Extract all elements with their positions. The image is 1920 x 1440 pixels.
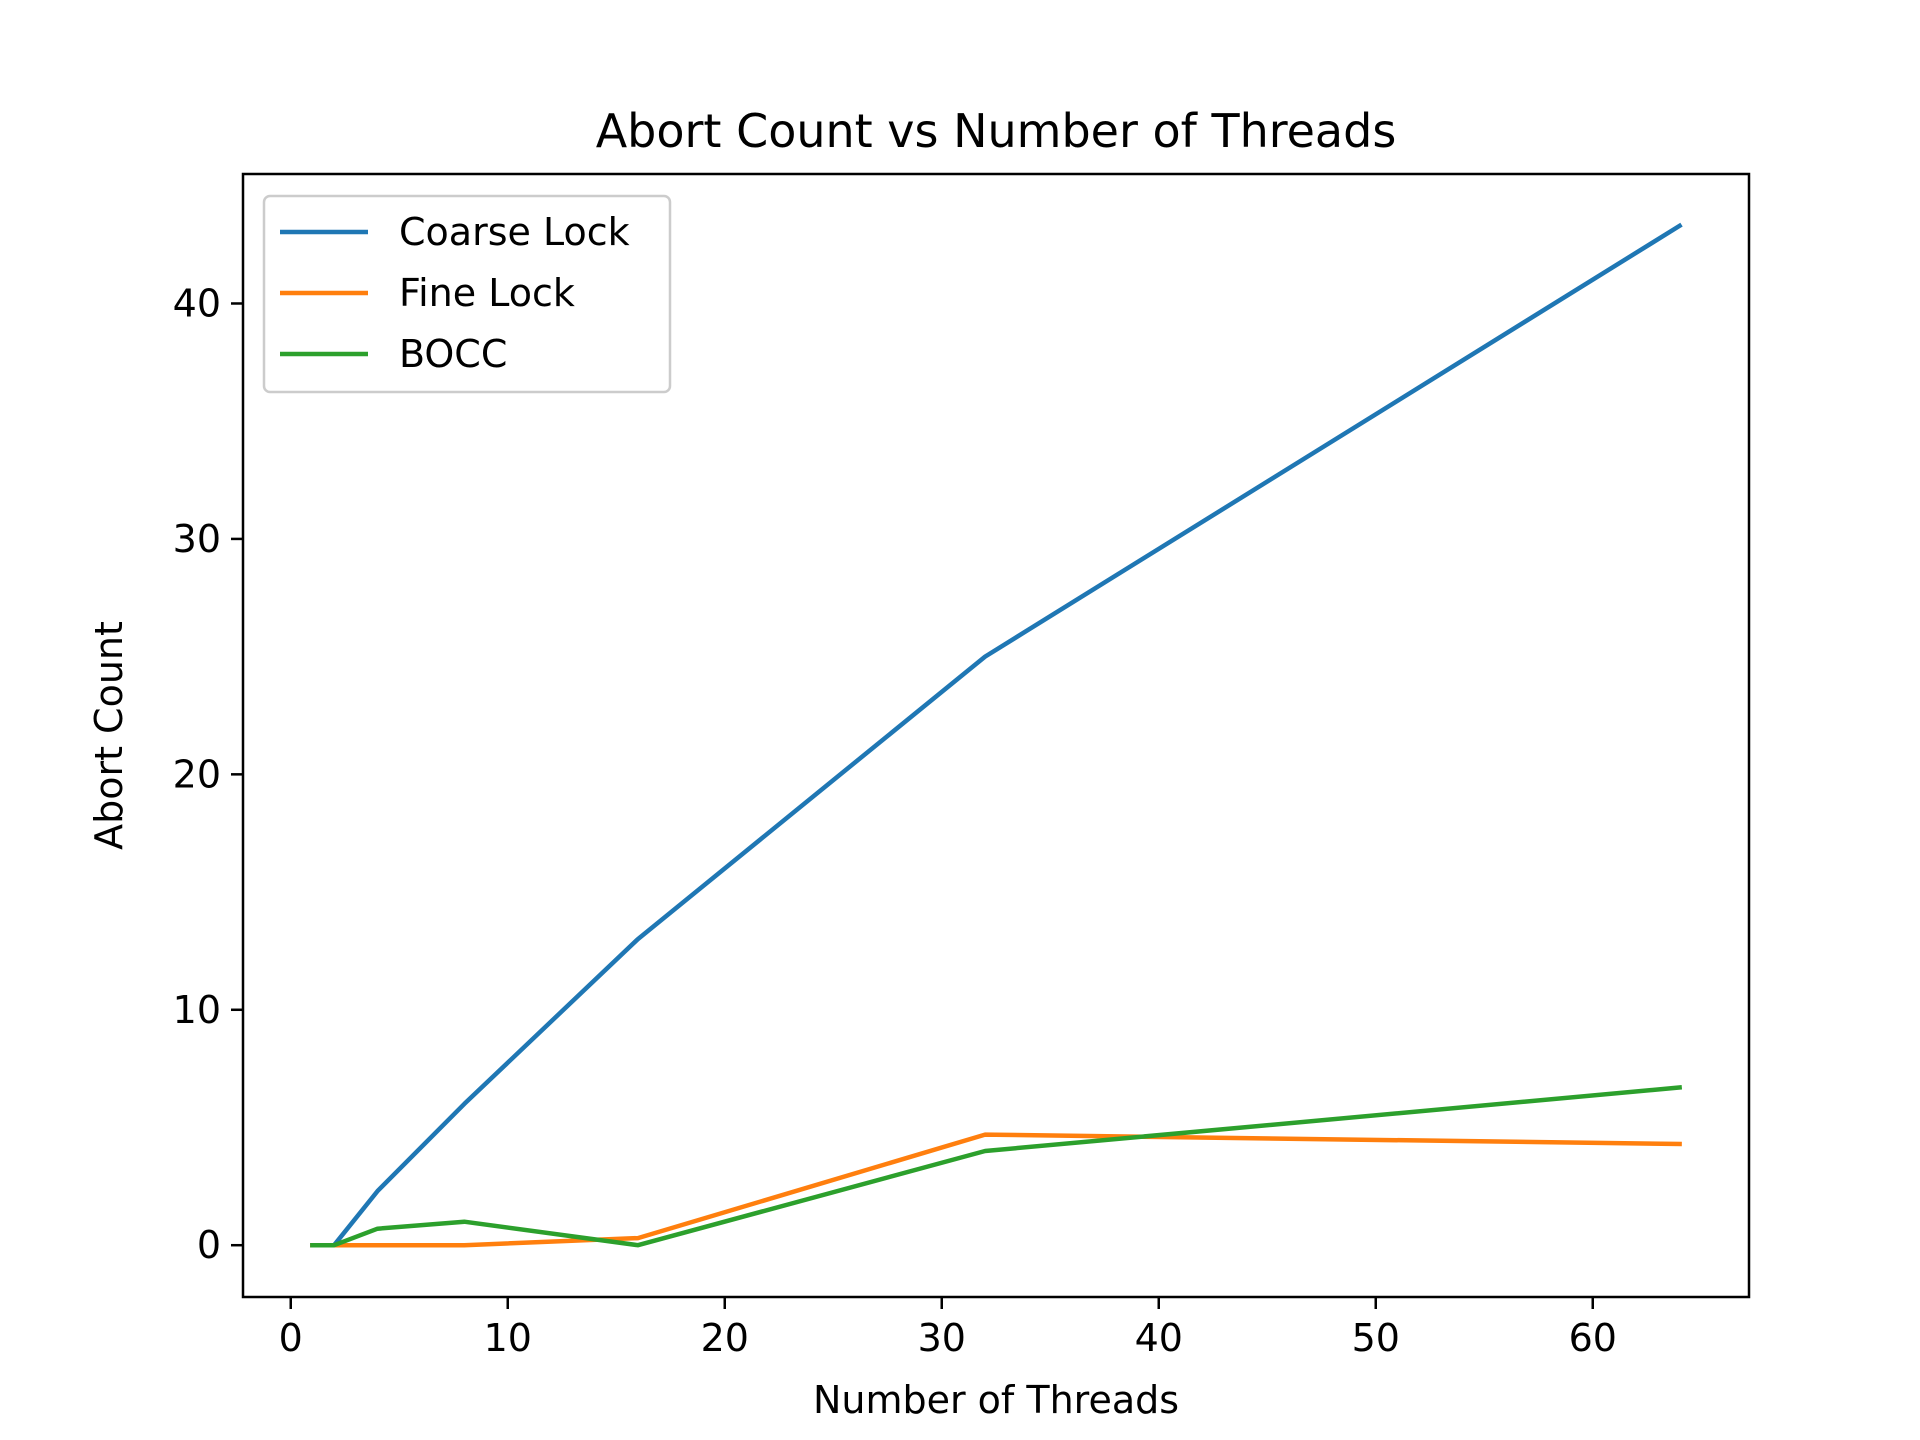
legend: Coarse Lock Fine Lock BOCC: [262, 194, 672, 394]
x-axis-ticks: 0 10 20 30 40 50 60: [279, 1297, 1617, 1360]
legend-box: [262, 194, 672, 394]
y-tick-label: 30: [173, 517, 221, 561]
legend-label: Coarse Lock: [399, 210, 630, 254]
y-tick-label: 0: [197, 1223, 221, 1267]
series-line-bocc: [310, 1085, 1683, 1248]
x-tick-label: 40: [1135, 1316, 1183, 1360]
legend-label: BOCC: [399, 332, 507, 376]
series-lines: [310, 222, 1683, 1248]
y-axis-title: Abort Count: [87, 621, 131, 850]
x-tick-label: 10: [484, 1316, 532, 1360]
y-tick-label: 40: [173, 281, 221, 325]
y-tick-label: 20: [173, 752, 221, 796]
x-tick-label: 30: [918, 1316, 966, 1360]
chart-title: Abort Count vs Number of Threads: [596, 104, 1397, 158]
y-tick-label: 10: [173, 988, 221, 1032]
x-tick-label: 50: [1352, 1316, 1400, 1360]
x-axis-title: Number of Threads: [813, 1378, 1179, 1422]
y-axis-ticks: 0 10 20 30 40: [173, 281, 243, 1267]
legend-label: Fine Lock: [399, 271, 575, 315]
x-tick-label: 20: [701, 1316, 749, 1360]
x-tick-label: 60: [1569, 1316, 1617, 1360]
plot-area-frame: [241, 172, 1751, 1299]
x-tick-label: 0: [279, 1316, 303, 1360]
